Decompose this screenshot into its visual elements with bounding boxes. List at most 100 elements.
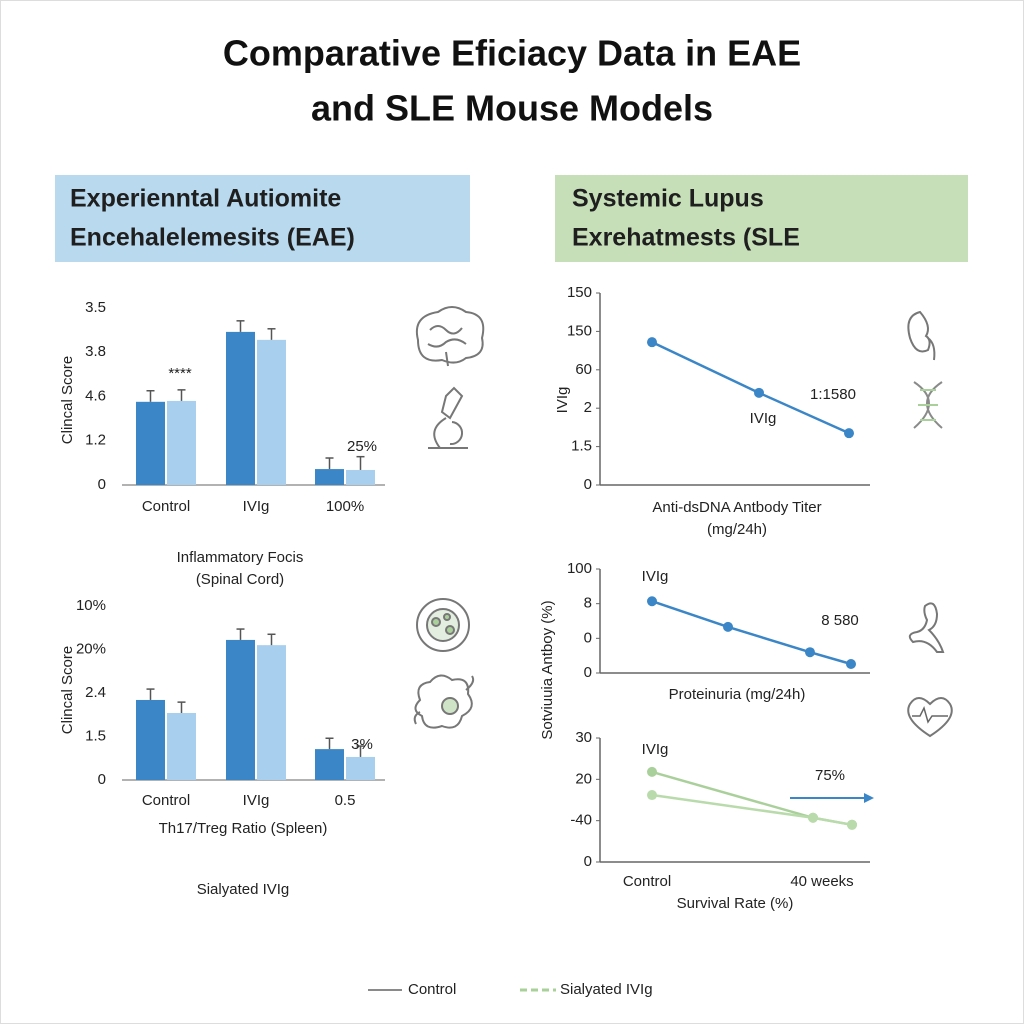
panel-heading: Experienntal Autiomite <box>70 185 341 213</box>
cell-cluster-icon <box>413 674 475 729</box>
panel-header <box>555 175 968 262</box>
x-tick-label: Control <box>142 792 190 809</box>
y-axis-label: IVIg <box>554 387 571 414</box>
annotation: 1:1580 <box>810 386 856 403</box>
y-tick-label: 60 <box>575 361 592 378</box>
bar <box>315 749 344 780</box>
organ-icon <box>908 602 945 653</box>
annotation: IVIg <box>642 568 669 585</box>
y-tick-label: 8 <box>584 595 592 612</box>
data-point <box>846 658 856 669</box>
annotation: IVIg <box>642 741 669 758</box>
bar <box>257 339 286 485</box>
y-tick-label: 100 <box>567 560 592 577</box>
y-tick-label: 4.6 <box>85 387 106 404</box>
microscope-icon <box>428 386 468 449</box>
x-axis-label: (Spinal Cord) <box>196 571 284 588</box>
y-tick-label: 20 <box>575 770 592 787</box>
panel-heading: Systemic Lupus <box>572 185 764 213</box>
annotation: 75% <box>815 767 845 784</box>
error-bar <box>325 457 334 470</box>
y-tick-label: 0 <box>98 476 106 493</box>
error-bar <box>356 455 365 470</box>
panel-heading: Encehalelemesits (EAE) <box>70 224 355 252</box>
error-bar <box>177 389 186 401</box>
legend-label: Sialyated IVIg <box>560 981 653 998</box>
data-point <box>647 766 657 777</box>
panel-heading: Exrehatmests (SLE <box>572 224 800 252</box>
x-axis-label: Anti-dsDNA Antbody Titer <box>652 499 821 516</box>
x-tick-label: 0.5 <box>335 792 356 809</box>
y-tick-label: 2.4 <box>85 684 106 701</box>
y-tick-label: 2 <box>584 399 592 416</box>
annotation: 25% <box>347 438 377 455</box>
data-point <box>647 790 657 801</box>
bar <box>167 400 196 485</box>
dna-icon <box>913 381 943 429</box>
y-tick-label: 0 <box>584 853 592 870</box>
error-bar <box>146 688 155 700</box>
data-point <box>844 428 854 439</box>
data-point <box>647 337 657 348</box>
bar <box>167 713 196 780</box>
legend-label: Control <box>408 981 456 998</box>
data-point <box>647 596 657 607</box>
x-axis-label: Survival Rate (%) <box>677 895 794 912</box>
error-bar <box>325 737 334 750</box>
x-axis-label: Inflammatory Focis <box>177 549 304 566</box>
note: Sialyated IVIg <box>197 881 290 898</box>
heart-icon <box>907 697 953 738</box>
y-axis-label: Clincal Score <box>59 646 76 734</box>
error-bar <box>356 745 365 757</box>
y-tick-label: 0 <box>584 476 592 493</box>
bar <box>226 331 255 485</box>
bar <box>315 469 344 485</box>
y-tick-label: 0 <box>584 664 592 681</box>
y-tick-label: 0 <box>584 629 592 646</box>
y-tick-label: 150 <box>567 284 592 301</box>
y-tick-label: 0 <box>98 771 106 788</box>
cell-icon <box>416 598 470 652</box>
bar <box>346 469 375 485</box>
y-tick-label: 3.5 <box>85 299 106 316</box>
x-tick-label: IVIg <box>243 792 270 809</box>
kidney-icon <box>907 310 936 361</box>
error-bar <box>236 628 245 640</box>
brain-icon <box>416 306 485 367</box>
y-tick-label: 150 <box>567 322 592 339</box>
y-axis-label: Clincal Score <box>59 356 76 444</box>
y-tick-label: -40 <box>570 812 592 829</box>
y-tick-label: 20% <box>76 640 106 657</box>
data-point <box>805 647 815 658</box>
y-tick-label: 1.5 <box>85 727 106 744</box>
error-bar <box>146 389 155 402</box>
x-tick-label: Control <box>623 873 671 890</box>
x-axis-label: Proteinuria (mg/24h) <box>669 686 806 703</box>
panel-header <box>55 175 470 262</box>
x-axis-label: (mg/24h) <box>707 521 767 538</box>
title-line: Comparative Eficiacy Data in EAE <box>223 33 801 74</box>
annotation: 3% <box>351 736 373 753</box>
x-tick-label: 40 weeks <box>790 873 853 890</box>
error-bar <box>267 328 276 340</box>
error-bar <box>236 320 245 332</box>
bar <box>136 699 165 780</box>
annotation: 8 580 <box>821 612 859 629</box>
data-point <box>808 812 818 823</box>
arrow-head <box>864 793 874 803</box>
y-tick-label: 30 <box>575 729 592 746</box>
y-tick-label: 1.5 <box>571 438 592 455</box>
bar <box>226 639 255 780</box>
y-tick-label: 10% <box>76 597 106 614</box>
title-line: and SLE Mouse Models <box>311 88 713 129</box>
data-point <box>847 819 857 830</box>
bar <box>136 401 165 485</box>
data-line <box>651 600 852 666</box>
annotation: **** <box>168 365 192 382</box>
data-point <box>723 621 733 632</box>
x-tick-label: 100% <box>326 498 364 515</box>
annotation: IVIg <box>750 410 777 427</box>
x-tick-label: Control <box>142 498 190 515</box>
